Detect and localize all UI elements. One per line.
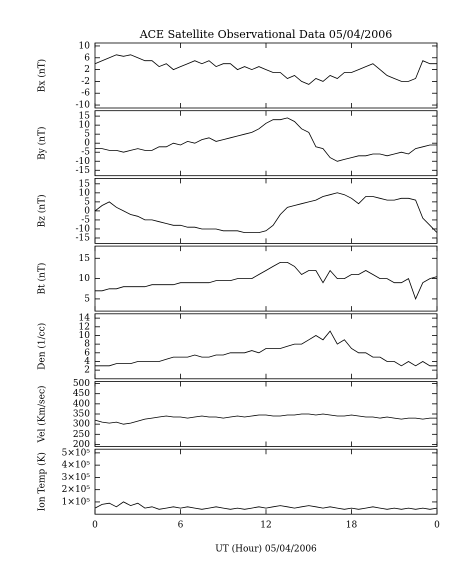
y-tick-label: 4×10⁵ — [62, 461, 91, 471]
y-tick-label: 5 — [84, 130, 90, 140]
y-tick-label: 5 — [84, 294, 90, 304]
y-tick-label: 1×10⁵ — [62, 497, 91, 507]
y-tick-label: 400 — [73, 399, 90, 409]
y-tick-label: -10 — [76, 224, 91, 234]
y-tick-label: 4 — [84, 357, 90, 367]
chart-title: ACE Satellite Observational Data 05/04/2… — [139, 28, 393, 41]
y-tick-label: 12 — [79, 322, 90, 332]
panel-frame — [94, 313, 438, 380]
x-tick-label: 0 — [92, 521, 98, 531]
y-tick-label: 450 — [73, 389, 90, 399]
y-tick-label: 5 — [84, 197, 90, 207]
x-tick-label: 12 — [260, 521, 271, 531]
y-tick-label: 5×10⁵ — [62, 448, 91, 458]
y-tick-label: 2 — [84, 366, 90, 376]
y-tick-label: -5 — [81, 148, 90, 158]
y-tick-label: 0 — [84, 139, 90, 149]
y-tick-label: 15 — [79, 254, 91, 264]
y-tick-label: 3×10⁵ — [62, 473, 91, 483]
y-tick-label: 250 — [73, 430, 90, 440]
y-tick-label: -5 — [81, 215, 90, 225]
panel-frame — [94, 177, 438, 244]
y-axis-label: Vel (Km/sec) — [37, 385, 48, 443]
y-tick-label: 8 — [84, 340, 90, 350]
y-tick-label: 350 — [73, 410, 90, 420]
panel-frame — [94, 42, 438, 109]
y-axis-label: Bz (nT) — [37, 194, 48, 227]
data-line — [95, 330, 437, 367]
x-tick-label: 6 — [178, 521, 184, 531]
data-line — [94, 413, 437, 425]
data-line — [95, 117, 437, 162]
y-axis-label: Ion Temp (K) — [37, 452, 48, 511]
data-line — [94, 501, 438, 510]
y-axis-label: Bt (nT) — [37, 263, 48, 295]
data-line — [94, 54, 437, 85]
x-tick-label: 0 — [434, 521, 440, 531]
y-tick-label: 2×10⁵ — [62, 485, 91, 495]
y-tick-label: 10 — [79, 331, 91, 341]
y-axis-label: Den (1/cc) — [37, 323, 48, 370]
y-tick-label: 15 — [79, 179, 91, 189]
y-tick-label: 300 — [73, 420, 90, 430]
y-tick-label: 15 — [79, 112, 91, 122]
y-tick-label: 10 — [79, 41, 91, 51]
y-tick-label: -15 — [76, 233, 91, 243]
y-tick-label: 10 — [79, 274, 91, 284]
y-tick-label: -6 — [81, 89, 90, 99]
data-line — [95, 262, 438, 300]
data-line — [94, 192, 438, 233]
y-tick-label: -2 — [81, 77, 90, 87]
y-tick-label: 6 — [84, 53, 90, 63]
y-tick-label: -15 — [76, 166, 91, 176]
x-axis-label: UT (Hour) 05/04/2006 — [215, 544, 317, 555]
y-tick-label: 6 — [84, 348, 90, 358]
y-tick-label: -10 — [76, 157, 91, 167]
y-tick-label: 10 — [79, 188, 91, 198]
y-tick-label: 0 — [84, 206, 90, 216]
y-axis-label: By (nT) — [37, 127, 48, 160]
y-axis-label: Bx (nT) — [37, 59, 48, 92]
y-tick-label: -10 — [76, 101, 91, 111]
y-tick-label: 2 — [84, 65, 90, 75]
panel-frame — [94, 381, 438, 447]
x-tick-label: 18 — [346, 521, 358, 531]
y-tick-label: 10 — [79, 121, 91, 131]
panel-frame — [94, 110, 438, 177]
y-tick-label: 14 — [79, 314, 91, 324]
panel-frame — [94, 448, 438, 515]
y-tick-label: 500 — [73, 379, 90, 389]
y-tick-label: 200 — [73, 440, 90, 450]
